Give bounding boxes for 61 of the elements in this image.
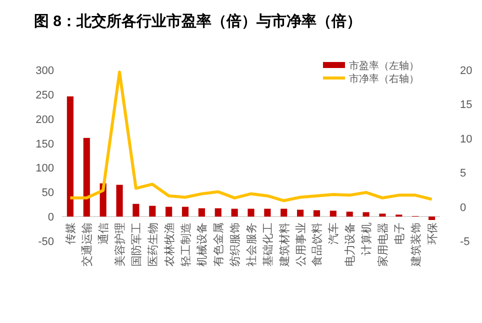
x-tick-label: 有色金属	[213, 222, 226, 267]
y-tick-label: 50	[42, 187, 54, 200]
y-tick-label: 100	[36, 162, 54, 175]
x-tick-label: 国防军工	[130, 222, 143, 267]
x-tick-label: 电力设备	[344, 222, 357, 267]
chart-title: 图 8：北交所各行业市盈率（倍）与市净率（倍）	[34, 12, 362, 30]
line-series	[68, 70, 434, 202]
x-tick-label: 计算机	[360, 222, 374, 256]
x-tick-label: 医药生物	[146, 222, 160, 267]
x-tick-label: 建筑材料	[278, 222, 291, 268]
bar	[297, 210, 304, 217]
x-tick-label: 机械设备	[196, 222, 209, 267]
x-tick-label: 基础化工	[261, 222, 274, 267]
x-tick-label: 农林牧渔	[162, 222, 176, 267]
bar	[149, 206, 156, 217]
legend-label: 市净率（右轴）	[349, 73, 419, 85]
x-tick-label: 建筑装饰	[409, 222, 422, 268]
bar	[66, 96, 74, 217]
x-tick-label: 环保	[426, 222, 439, 245]
x-tick-label: 交通运输	[80, 222, 94, 267]
bar	[346, 212, 353, 217]
x-tick-label: 轻工制造	[179, 222, 192, 267]
bar	[379, 214, 386, 217]
y-tick-label: 0	[48, 212, 54, 224]
x-tick-label: 通信	[97, 222, 110, 245]
bar	[166, 206, 172, 217]
x-tick-label: 电子	[392, 222, 406, 245]
x-tick-label: 公用事业	[294, 222, 308, 267]
y-tick-label: -50	[38, 236, 54, 248]
bar	[280, 208, 288, 217]
x-tick-label: 社会服务	[245, 222, 258, 267]
bar	[428, 216, 436, 220]
bar	[116, 184, 123, 217]
y2-tick-label: 0	[460, 202, 466, 214]
bar	[182, 206, 189, 217]
bar	[83, 138, 90, 217]
y-tick-label: 250	[36, 89, 54, 102]
bar	[313, 210, 320, 217]
y2-tick-label: 20	[460, 65, 472, 77]
legend-label: 市盈率（左轴）	[349, 60, 419, 72]
y2-tick-label: 5	[460, 168, 466, 180]
bar	[264, 208, 271, 217]
bar	[214, 208, 222, 217]
x-tick-label: 家用电器	[376, 222, 390, 267]
bar	[362, 212, 370, 217]
y-tick-label: 200	[36, 114, 54, 126]
x-tick-label: 食品饮料	[310, 222, 324, 267]
y2-tick-label: 10	[460, 133, 472, 146]
y-tick-label: 150	[36, 138, 54, 150]
y2-tick-label: 15	[460, 99, 472, 112]
y2-tick-label: -5	[460, 236, 470, 248]
bar	[198, 208, 205, 217]
bar	[231, 208, 238, 217]
x-tick-label: 传媒	[65, 222, 78, 245]
bar	[330, 210, 336, 217]
x-tick-label: 纺织服饰	[228, 222, 242, 267]
x-tick-label: 美容护理	[114, 222, 127, 267]
y-tick-label: 300	[36, 65, 54, 77]
bar	[132, 204, 140, 217]
bar	[248, 208, 254, 217]
x-tick-label: 汽车	[327, 222, 340, 245]
